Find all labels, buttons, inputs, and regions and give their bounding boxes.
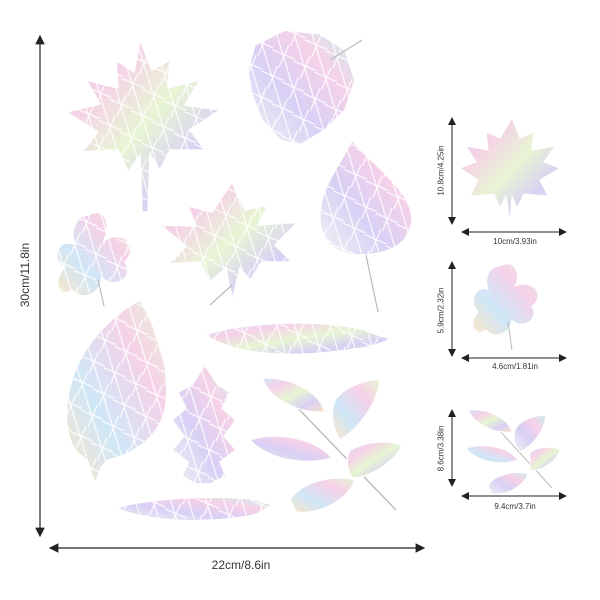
leaf-oak <box>170 363 238 485</box>
leaf-ash-branch <box>248 377 403 514</box>
sample-clover <box>448 261 567 362</box>
sample-clover-width-label: 4.6cm/1.81in <box>492 362 538 371</box>
height-dimension-label: 30cm/11.8in <box>18 242 32 308</box>
sample-maple-width-label: 10cm/3.93in <box>493 237 537 246</box>
leaf-clover <box>56 211 132 307</box>
leaf-maple-large <box>64 37 223 213</box>
leaf-heart <box>65 299 168 484</box>
leaf-willow-upper <box>203 322 395 356</box>
sample-ash-width-label: 9.4cm/3.7in <box>494 502 536 511</box>
leaf-birch-top <box>247 29 363 146</box>
sample-clover-height-label: 5.9cm/2.32in <box>436 287 446 334</box>
leaf-maple-medium <box>157 180 300 306</box>
main-leaf-sheet <box>56 29 413 522</box>
sample-maple-height-label: 10.8cm/4.25in <box>436 145 446 196</box>
sample-ash-height-label: 8.6cm/3.38in <box>436 425 446 472</box>
leaf-willow-lower <box>112 496 274 522</box>
width-dimension-label: 22cm/8.6in <box>211 558 271 572</box>
sample-maple <box>448 116 567 236</box>
leaf-poplar <box>319 138 413 313</box>
sample-ash-branch <box>448 409 567 500</box>
